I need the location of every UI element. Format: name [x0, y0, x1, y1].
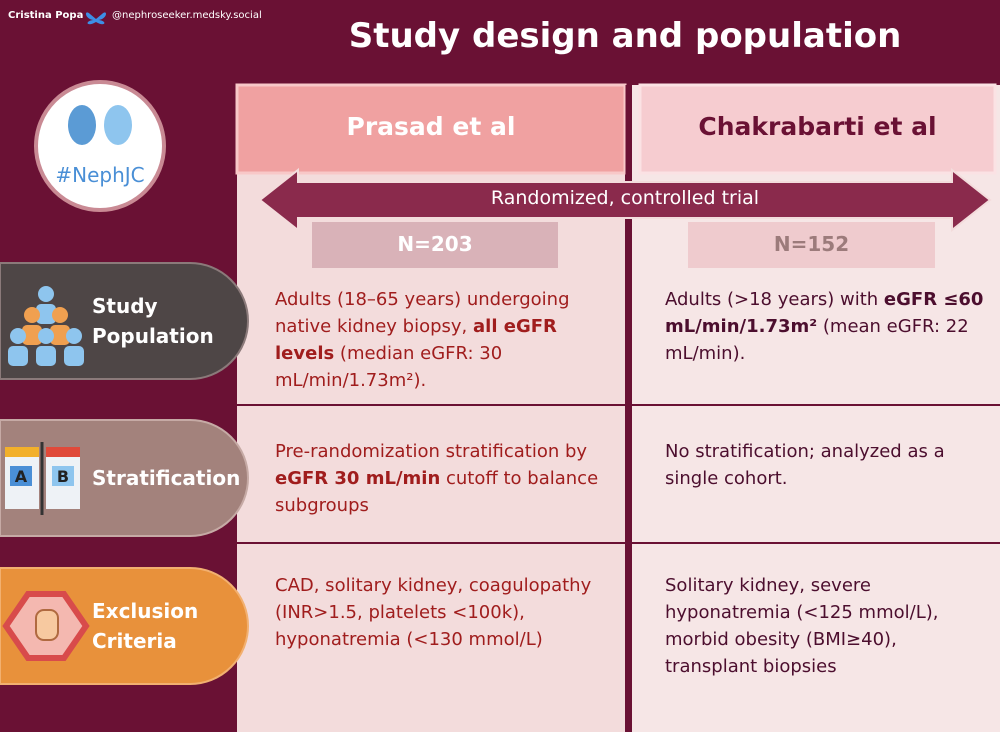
row-label-line: Criteria — [92, 629, 177, 653]
row-label-line: Stratification — [92, 466, 241, 490]
people-icon — [8, 286, 84, 366]
cell-text: Adults (>18 years) with eGFR ≤60 mL/min/… — [665, 286, 985, 367]
bold-text: eGFR 30 mL/min — [275, 468, 441, 489]
row-label-line: Population — [92, 324, 214, 348]
logo-circle — [34, 80, 166, 212]
kidney-icon — [104, 105, 132, 145]
sample-size: N=203 — [397, 232, 473, 256]
kidney-icon — [68, 105, 96, 145]
author: Cristina Popa — [8, 10, 84, 21]
cell-text: Adults (18–65 years) undergoing native k… — [275, 286, 610, 394]
text: No stratification; analyzed as a single … — [665, 441, 945, 489]
text: (mean eGFR: 22 mL/min). — [665, 316, 969, 364]
text: Adults (>18 years) with — [665, 289, 884, 310]
cell-text: No stratification; analyzed as a single … — [665, 438, 985, 492]
title: Study design and population — [348, 16, 902, 56]
butterfly-icon — [85, 12, 107, 25]
cell-text: Solitary kidney, severe hyponatremia (<1… — [665, 572, 985, 680]
n-box — [312, 222, 558, 268]
logo-text: #NephJC — [55, 163, 144, 187]
design-arrow — [258, 167, 992, 233]
svg-text:A: A — [15, 467, 28, 486]
text: (median eGFR: 30 mL/min/1.73m²). — [275, 343, 503, 391]
cell-text: Pre-randomization stratification by eGFR… — [275, 438, 610, 519]
label-pill — [0, 262, 249, 380]
bold-text: eGFR ≤60 mL/min/1.73m² — [665, 289, 984, 337]
row-label: Exclusion Criteria — [92, 596, 198, 656]
n-box — [688, 222, 935, 268]
handle: @nephroseeker.medsky.social — [112, 10, 262, 21]
bold-text: all eGFR levels — [275, 316, 557, 364]
row-label-line: Exclusion — [92, 599, 199, 623]
design-label: Randomized, controlled trial — [490, 187, 760, 209]
row-label: Stratification — [92, 463, 240, 493]
row-label-line: Study — [92, 294, 158, 318]
stop-icon — [2, 591, 90, 661]
text: Adults (18–65 years) undergoing native k… — [275, 289, 570, 337]
ab-icon: A B — [5, 442, 80, 515]
sample-size: N=152 — [773, 232, 850, 256]
row-label: Study Population — [92, 291, 214, 351]
text: Pre-randomization stratification by — [275, 441, 588, 462]
prasad-header — [235, 83, 627, 175]
svg-text:B: B — [57, 467, 69, 486]
text: cutoff to balance subgroups — [275, 468, 599, 516]
column-header: Chakrabarti et al — [698, 112, 937, 141]
chakrabarti-header — [638, 83, 997, 175]
text: CAD, solitary kidney, coagulopathy (INR>… — [275, 575, 592, 650]
text: Solitary kidney, severe hyponatremia (<1… — [665, 575, 939, 677]
cell-text: CAD, solitary kidney, coagulopathy (INR>… — [275, 572, 610, 653]
column-header: Prasad et al — [346, 112, 516, 141]
